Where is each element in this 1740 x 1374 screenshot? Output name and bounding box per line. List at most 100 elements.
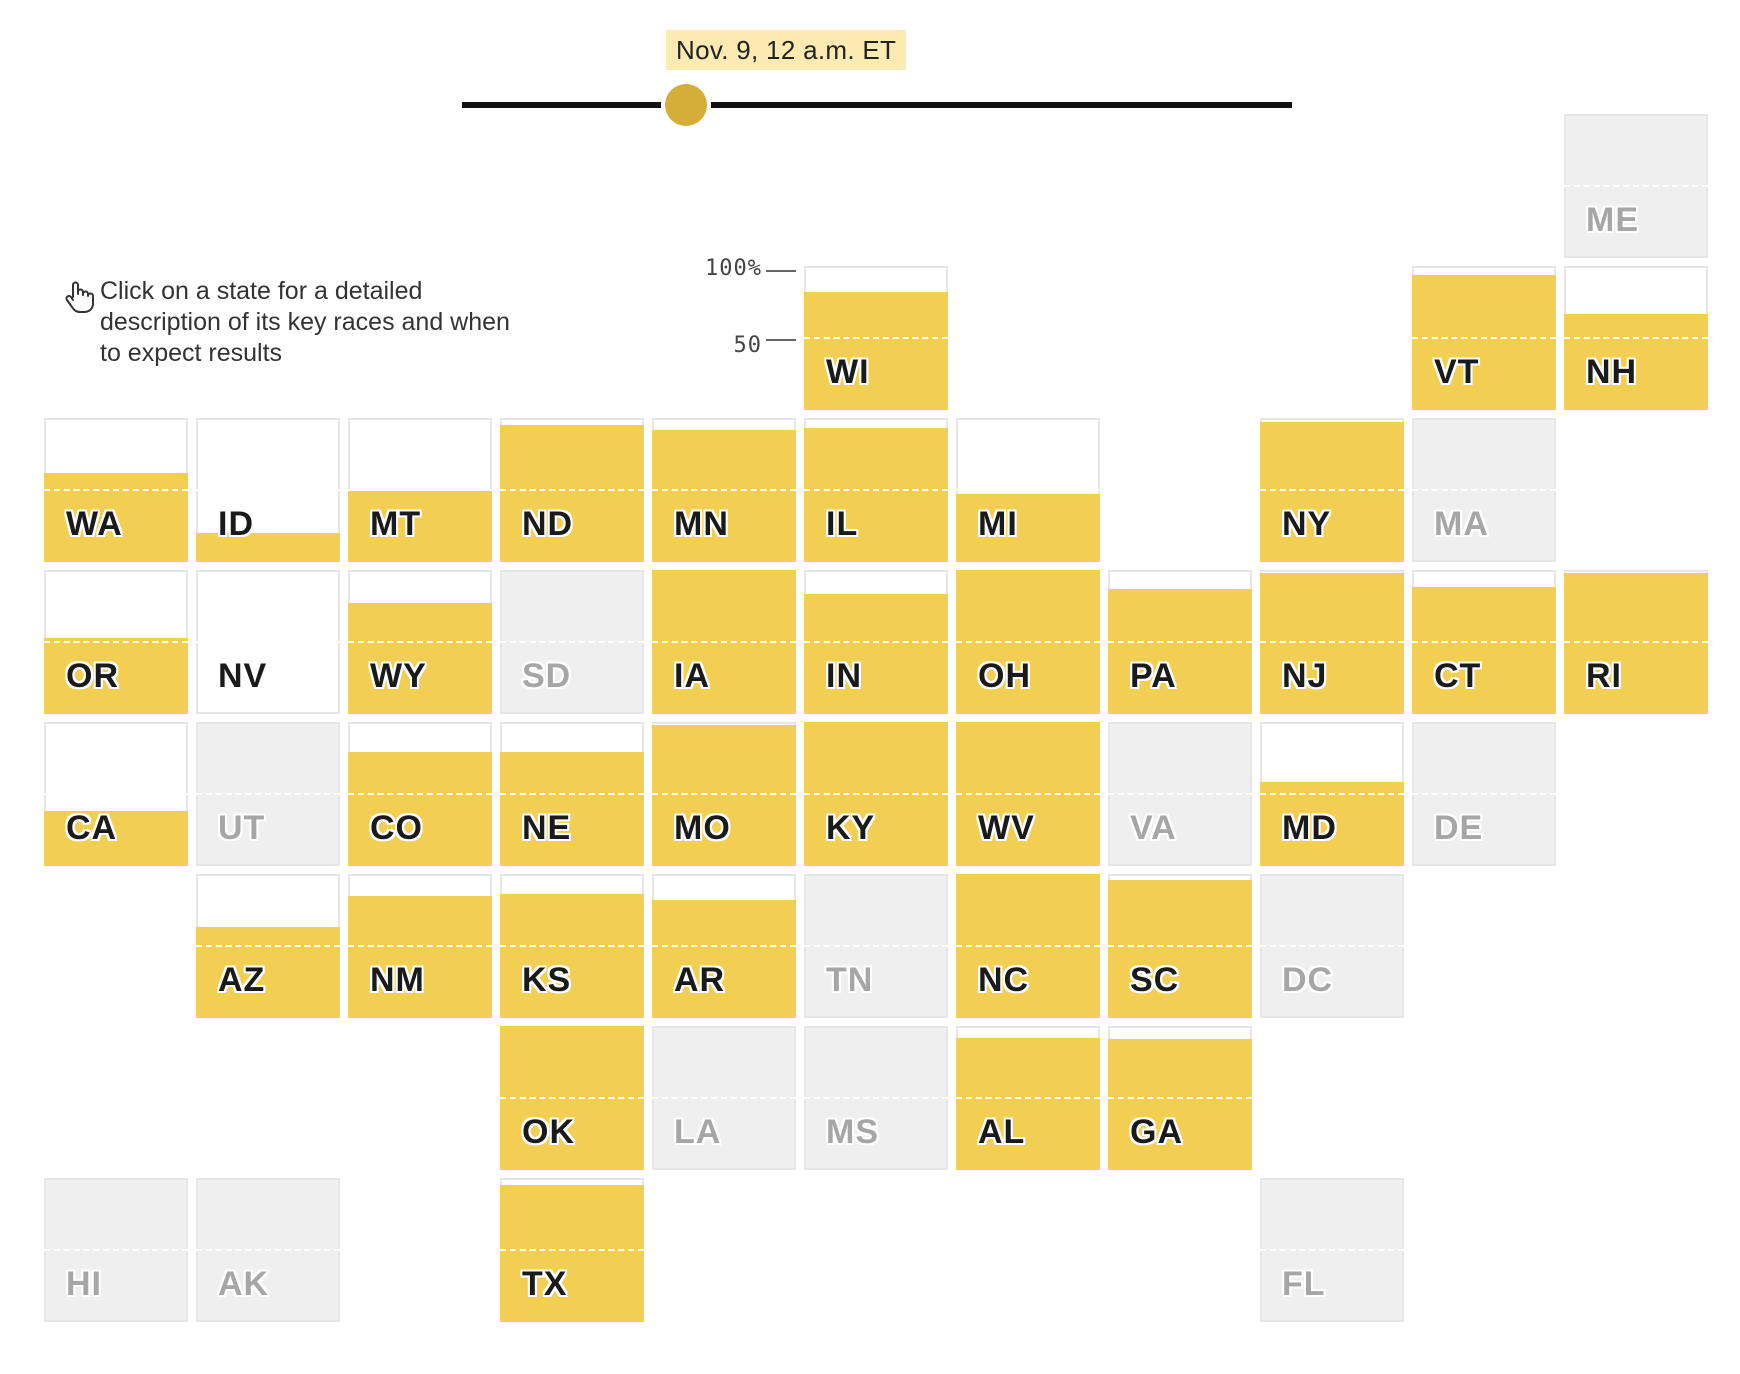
state-tile-ms[interactable]: MS <box>804 1026 948 1170</box>
state-tile-ri[interactable]: RI <box>1564 570 1708 714</box>
state-abbr: GA <box>1130 1113 1183 1151</box>
state-tile-de[interactable]: DE <box>1412 722 1556 866</box>
state-tile-la[interactable]: LA <box>652 1026 796 1170</box>
state-tile-nm[interactable]: NM <box>348 874 492 1018</box>
state-tile-ca[interactable]: CA <box>44 722 188 866</box>
state-tile-ne[interactable]: NE <box>500 722 644 866</box>
fifty-percent-line <box>1564 185 1708 187</box>
state-tile-dc[interactable]: DC <box>1260 874 1404 1018</box>
reporting-fill <box>348 491 492 562</box>
reporting-fill <box>804 428 948 562</box>
reporting-fill <box>1108 588 1252 714</box>
reporting-fill <box>652 899 796 1018</box>
fifty-percent-line <box>1260 489 1404 491</box>
state-tile-nd[interactable]: ND <box>500 418 644 562</box>
state-tile-sc[interactable]: SC <box>1108 874 1252 1018</box>
state-tile-al[interactable]: AL <box>956 1026 1100 1170</box>
state-tile-wi[interactable]: WI <box>804 266 948 410</box>
state-abbr: MO <box>674 809 731 847</box>
state-tile-ak[interactable]: AK <box>196 1178 340 1322</box>
fifty-percent-line <box>1108 1097 1252 1099</box>
state-tile-hi[interactable]: HI <box>44 1178 188 1322</box>
reporting-fill <box>348 603 492 714</box>
state-abbr: ID <box>218 505 254 543</box>
fifty-percent-line <box>196 489 340 491</box>
fifty-percent-line <box>44 793 188 795</box>
state-tile-me[interactable]: ME <box>1564 114 1708 258</box>
state-abbr: MI <box>978 505 1018 543</box>
state-abbr: SC <box>1130 961 1180 999</box>
state-abbr: WA <box>66 505 123 543</box>
state-tile-ga[interactable]: GA <box>1108 1026 1252 1170</box>
state-tile-ok[interactable]: OK <box>500 1026 644 1170</box>
fifty-percent-line <box>652 945 796 947</box>
fifty-percent-line <box>348 945 492 947</box>
fifty-percent-line <box>196 793 340 795</box>
fifty-percent-line <box>348 641 492 643</box>
state-abbr: NC <box>978 961 1030 999</box>
state-tile-nj[interactable]: NJ <box>1260 570 1404 714</box>
state-tile-vt[interactable]: VT <box>1412 266 1556 410</box>
state-tile-nv[interactable]: NV <box>196 570 340 714</box>
state-tile-or[interactable]: OR <box>44 570 188 714</box>
state-tile-mt[interactable]: MT <box>348 418 492 562</box>
state-tile-ct[interactable]: CT <box>1412 570 1556 714</box>
state-tile-pa[interactable]: PA <box>1108 570 1252 714</box>
state-tile-in[interactable]: IN <box>804 570 948 714</box>
state-tile-oh[interactable]: OH <box>956 570 1100 714</box>
state-abbr: WI <box>826 353 870 391</box>
state-abbr: WV <box>978 809 1035 847</box>
state-tile-wa[interactable]: WA <box>44 418 188 562</box>
state-tile-ny[interactable]: NY <box>1260 418 1404 562</box>
state-abbr: ND <box>522 505 574 543</box>
state-tile-ky[interactable]: KY <box>804 722 948 866</box>
time-slider-track[interactable] <box>462 102 1292 108</box>
state-tile-nh[interactable]: NH <box>1564 266 1708 410</box>
fifty-percent-line <box>1260 641 1404 643</box>
state-tile-mi[interactable]: MI <box>956 418 1100 562</box>
state-abbr: MA <box>1434 505 1489 543</box>
state-tile-md[interactable]: MD <box>1260 722 1404 866</box>
time-slider-handle[interactable] <box>665 84 708 126</box>
state-abbr: MT <box>370 505 422 543</box>
reporting-fill <box>1412 587 1556 714</box>
fifty-percent-line <box>804 641 948 643</box>
state-tile-il[interactable]: IL <box>804 418 948 562</box>
reporting-fill <box>44 811 188 866</box>
state-tile-tn[interactable]: TN <box>804 874 948 1018</box>
fifty-percent-line <box>956 945 1100 947</box>
state-tile-wv[interactable]: WV <box>956 722 1100 866</box>
state-tile-ks[interactable]: KS <box>500 874 644 1018</box>
state-tile-ut[interactable]: UT <box>196 722 340 866</box>
fifty-percent-line <box>1260 793 1404 795</box>
state-tile-az[interactable]: AZ <box>196 874 340 1018</box>
state-tile-wy[interactable]: WY <box>348 570 492 714</box>
state-tile-mo[interactable]: MO <box>652 722 796 866</box>
reporting-fill <box>500 425 644 562</box>
state-tile-nc[interactable]: NC <box>956 874 1100 1018</box>
state-tile-mn[interactable]: MN <box>652 418 796 562</box>
state-tile-sd[interactable]: SD <box>500 570 644 714</box>
fifty-percent-line <box>804 945 948 947</box>
reporting-fill <box>500 1185 644 1322</box>
state-abbr: NH <box>1586 353 1638 391</box>
state-tile-ia[interactable]: IA <box>652 570 796 714</box>
state-tile-va[interactable]: VA <box>1108 722 1252 866</box>
state-abbr: NV <box>218 657 268 695</box>
state-abbr: NJ <box>1282 657 1328 695</box>
state-tile-id[interactable]: ID <box>196 418 340 562</box>
fifty-percent-line <box>804 337 948 339</box>
state-tile-co[interactable]: CO <box>348 722 492 866</box>
state-abbr: AK <box>218 1265 270 1303</box>
state-tile-ma[interactable]: MA <box>1412 418 1556 562</box>
state-tile-ar[interactable]: AR <box>652 874 796 1018</box>
time-label: Nov. 9, 12 a.m. ET <box>666 30 907 70</box>
fifty-percent-line <box>1564 337 1708 339</box>
reporting-fill <box>500 894 644 1018</box>
fifty-percent-line <box>500 1097 644 1099</box>
state-tile-fl[interactable]: FL <box>1260 1178 1404 1322</box>
fifty-percent-line <box>196 1249 340 1251</box>
legend-50-tick <box>766 339 796 341</box>
fifty-percent-line <box>44 1249 188 1251</box>
state-tile-tx[interactable]: TX <box>500 1178 644 1322</box>
